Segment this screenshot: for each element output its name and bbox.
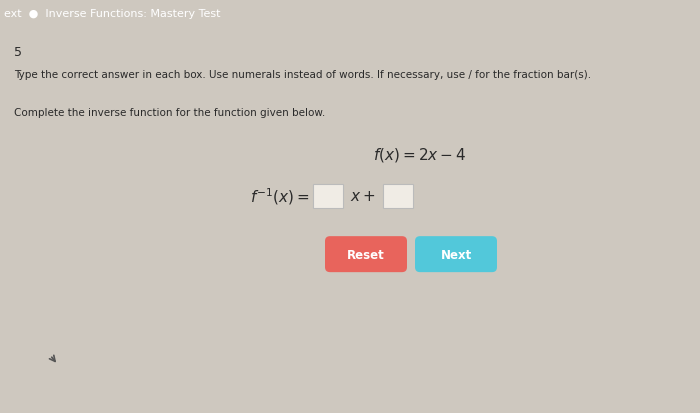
FancyBboxPatch shape — [383, 185, 413, 209]
Text: Type the correct answer in each box. Use numerals instead of words. If necessary: Type the correct answer in each box. Use… — [14, 70, 591, 80]
Text: Reset: Reset — [347, 248, 385, 261]
Text: $x +$: $x +$ — [350, 188, 375, 203]
FancyBboxPatch shape — [313, 185, 343, 209]
Text: Next: Next — [440, 248, 472, 261]
FancyBboxPatch shape — [415, 237, 497, 273]
FancyBboxPatch shape — [325, 237, 407, 273]
Text: 5: 5 — [14, 46, 22, 59]
Text: ext  ●  Inverse Functions: Mastery Test: ext ● Inverse Functions: Mastery Test — [4, 9, 220, 19]
Text: $f^{-1}(x) =$: $f^{-1}(x) =$ — [251, 185, 310, 206]
Text: $f(x) = 2x - 4$: $f(x) = 2x - 4$ — [373, 146, 467, 164]
Text: Complete the inverse function for the function given below.: Complete the inverse function for the fu… — [14, 108, 326, 118]
